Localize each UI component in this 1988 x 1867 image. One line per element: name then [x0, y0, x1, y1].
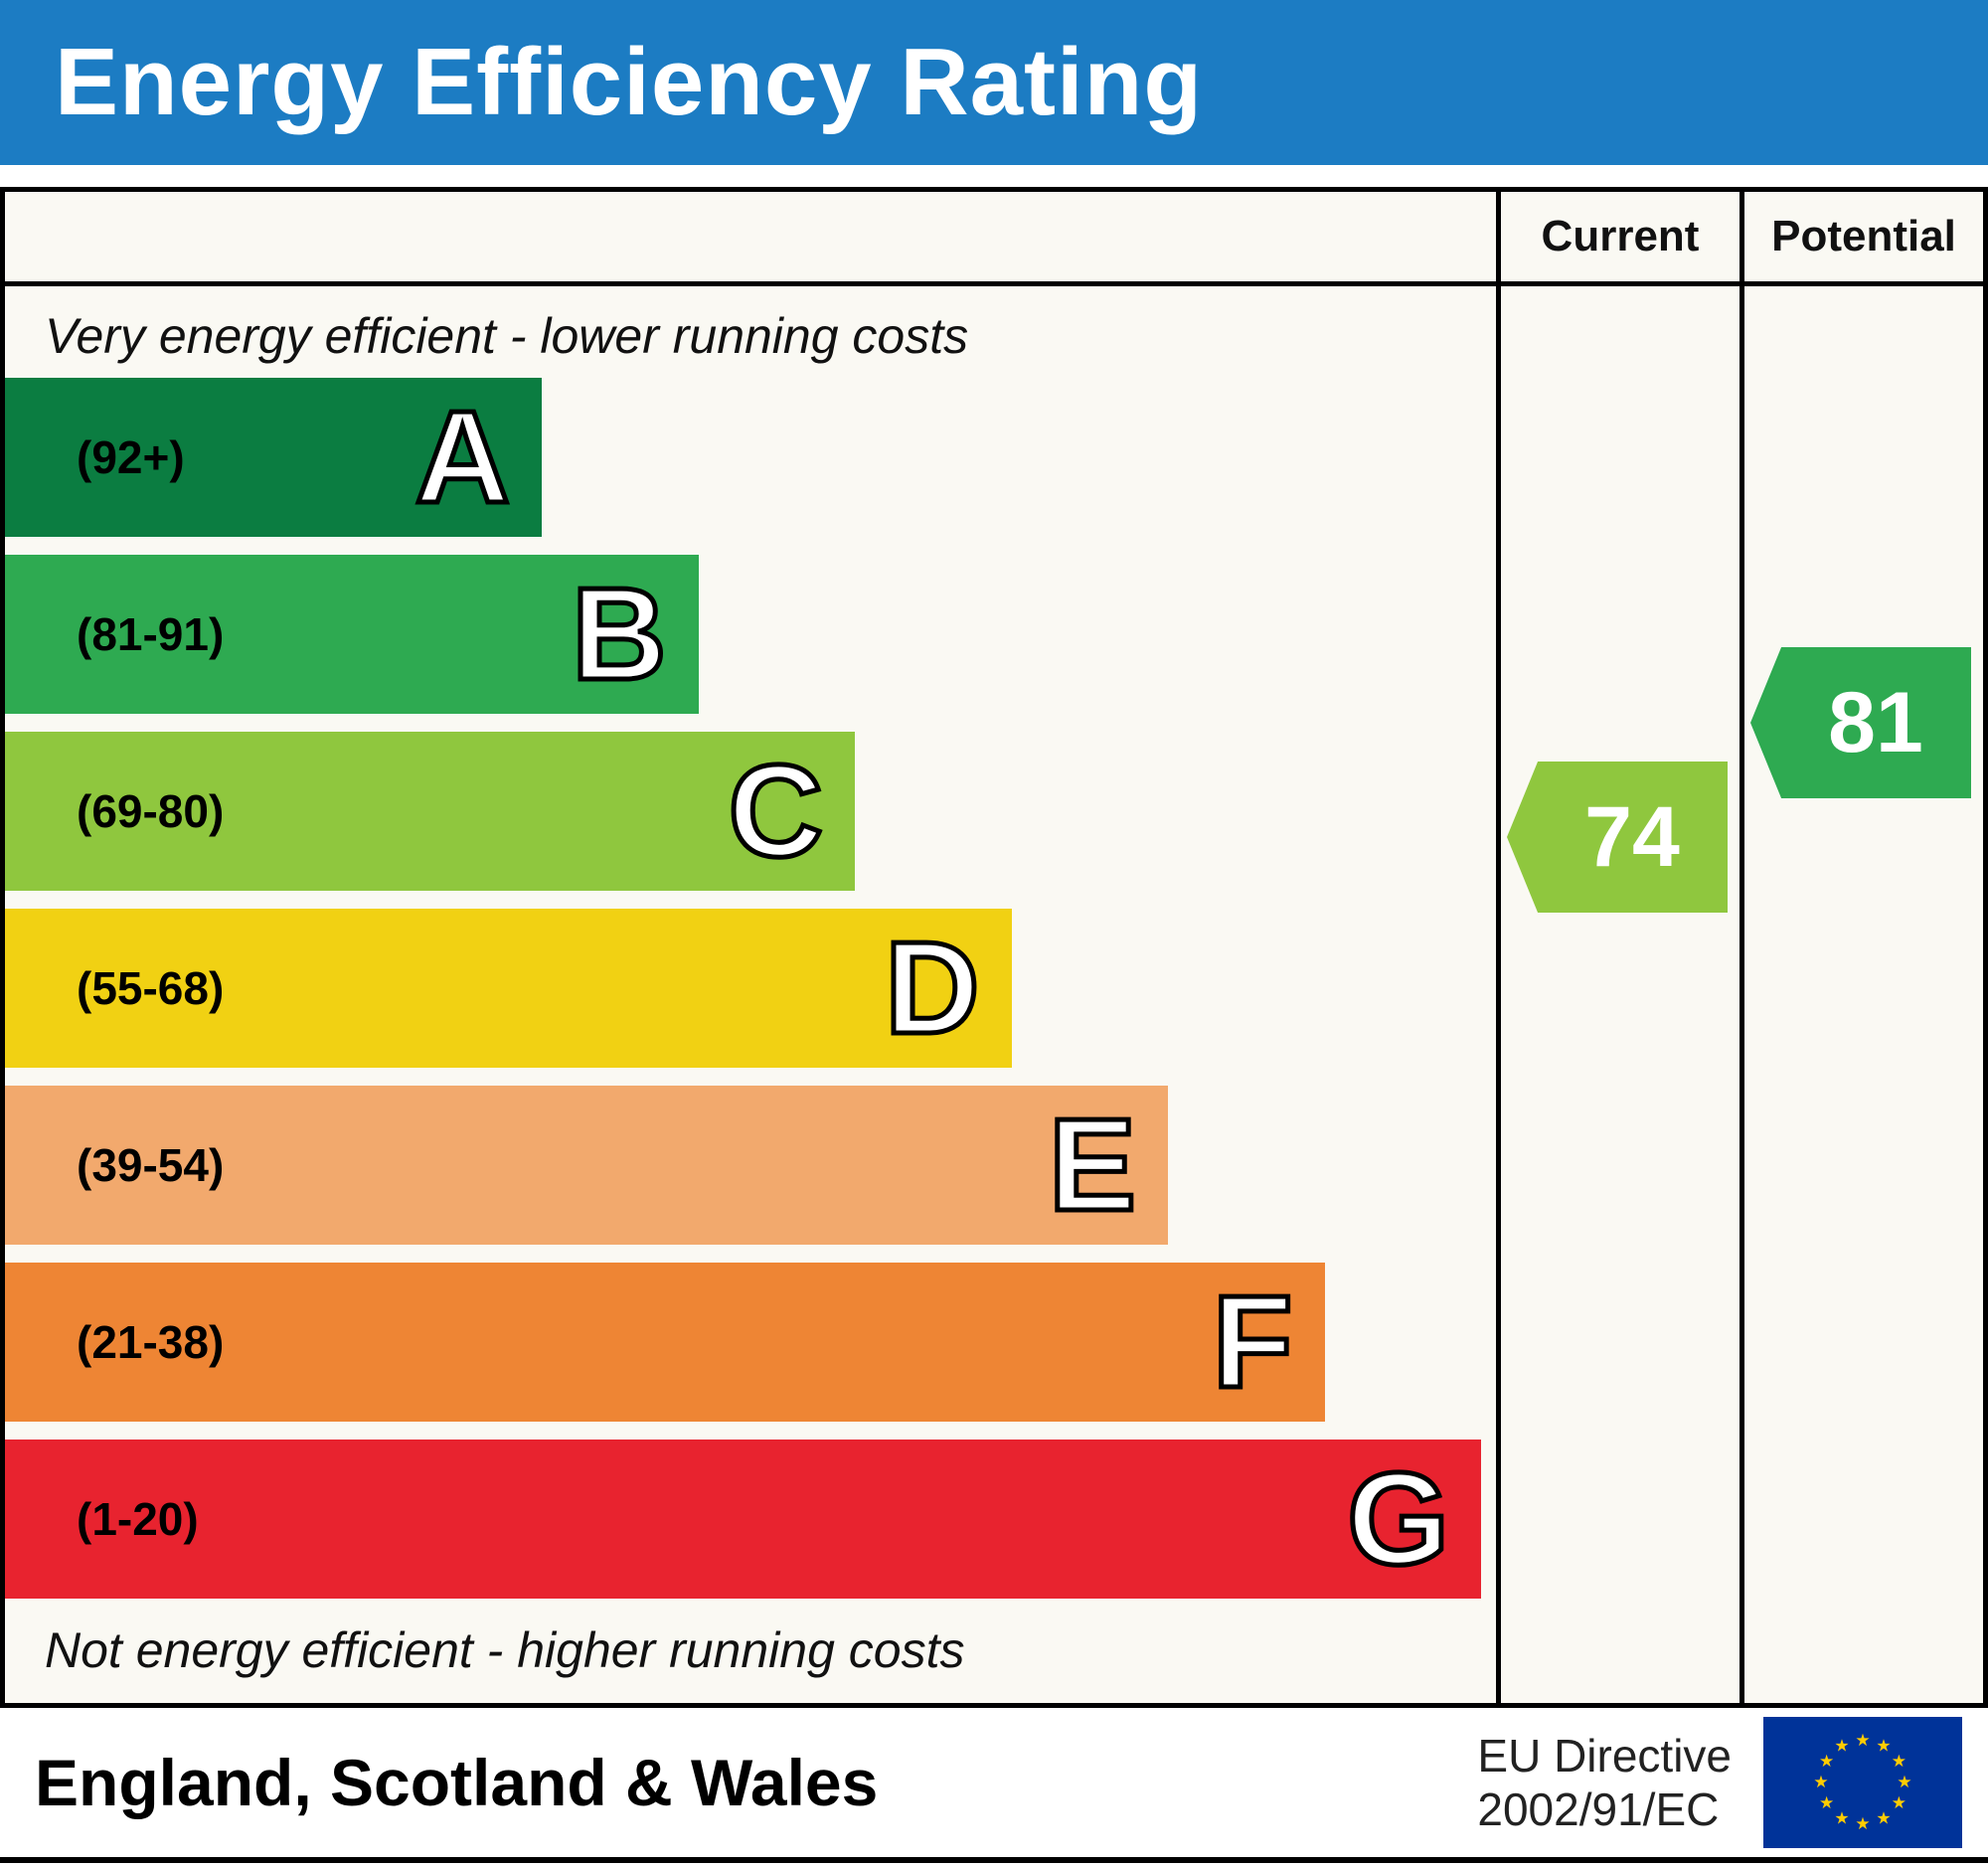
svg-text:★: ★ — [1819, 1752, 1834, 1772]
epc-band-e: (39-54) E — [5, 1086, 1168, 1245]
epc-chart: Current Potential Very energy efficient … — [0, 187, 1988, 1708]
eu-directive-line1: EU Directive — [1477, 1729, 1732, 1782]
bottom-caption: Not energy efficient - higher running co… — [45, 1622, 965, 1678]
band-range-label: (39-54) — [77, 1139, 225, 1191]
svg-text:★: ★ — [1876, 1808, 1891, 1828]
potential-value: 81 — [1828, 674, 1923, 770]
svg-text:★: ★ — [1855, 1814, 1870, 1834]
eu-directive-line2: 2002/91/EC — [1477, 1783, 1720, 1835]
top-caption: Very energy efficient - lower running co… — [45, 308, 969, 364]
epc-band-a: (92+) A — [5, 378, 542, 537]
svg-text:★: ★ — [1813, 1773, 1828, 1792]
epc-band-b: (81-91) B — [5, 555, 699, 714]
eu-directive-label: EU Directive 2002/91/EC — [1477, 1729, 1732, 1837]
svg-text:★: ★ — [1876, 1737, 1891, 1757]
svg-text:★: ★ — [1834, 1737, 1849, 1757]
svg-text:★: ★ — [1892, 1752, 1906, 1772]
band-letter: B — [570, 561, 669, 707]
band-letter: G — [1345, 1445, 1452, 1592]
epc-band-f: (21-38) F — [5, 1263, 1325, 1422]
band-letter: C — [726, 738, 825, 884]
band-range-label: (69-80) — [77, 785, 225, 837]
column-divider-potential — [1740, 192, 1744, 1703]
svg-text:★: ★ — [1834, 1808, 1849, 1828]
current-column-header: Current — [1541, 212, 1700, 260]
band-range-label: (81-91) — [77, 608, 225, 660]
svg-text:★: ★ — [1897, 1773, 1911, 1792]
band-letter: F — [1210, 1269, 1295, 1415]
band-range-label: (92+) — [77, 431, 185, 483]
region-label: England, Scotland & Wales — [35, 1746, 879, 1819]
epc-band-d: (55-68) D — [5, 909, 1012, 1068]
header-divider — [5, 281, 1983, 286]
svg-text:★: ★ — [1855, 1731, 1870, 1751]
page-title: Energy Efficiency Rating — [55, 29, 1203, 135]
svg-text:★: ★ — [1819, 1793, 1834, 1813]
column-divider-current — [1496, 192, 1501, 1703]
title-bar: Energy Efficiency Rating — [0, 0, 1988, 165]
current-arrow: 74 — [1507, 762, 1728, 913]
footer: England, Scotland & Wales EU Directive 2… — [0, 1708, 1988, 1863]
current-value: 74 — [1584, 788, 1680, 885]
band-letter: D — [883, 915, 982, 1061]
band-range-label: (21-38) — [77, 1316, 225, 1368]
svg-text:★: ★ — [1892, 1793, 1906, 1813]
band-range-label: (55-68) — [77, 962, 225, 1014]
band-letter: E — [1046, 1092, 1138, 1238]
bands-area: Very energy efficient - lower running co… — [5, 286, 1496, 1692]
band-range-label: (1-20) — [77, 1493, 199, 1545]
epc-band-c: (69-80) C — [5, 732, 855, 891]
epc-band-g: (1-20) G — [5, 1440, 1481, 1599]
potential-arrow: 81 — [1750, 647, 1971, 798]
eu-flag-icon: ★ ★ ★ ★ ★ ★ ★ ★ ★ ★ ★ ★ — [1763, 1717, 1962, 1848]
band-letter: A — [413, 384, 512, 530]
potential-column-header: Potential — [1771, 212, 1956, 260]
